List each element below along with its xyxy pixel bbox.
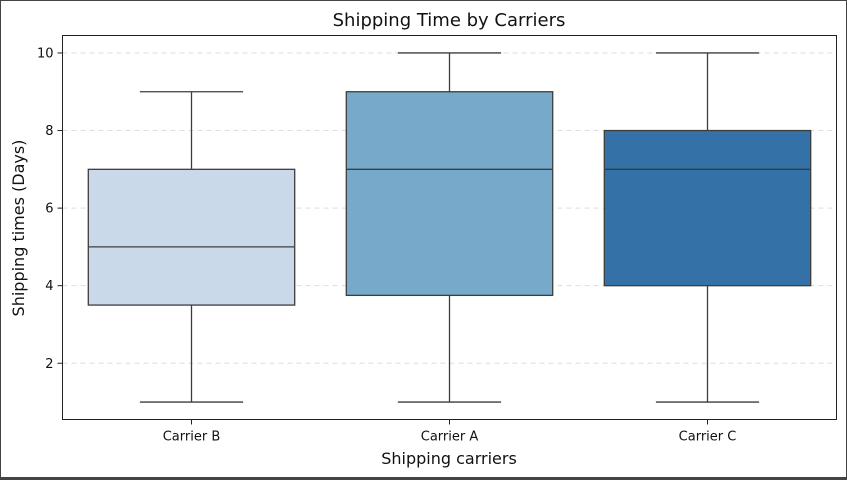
y-axis-label: Shipping times (Days) <box>9 140 28 317</box>
y-tick-label-10: 10 <box>37 46 54 61</box>
x-axis-label: Shipping carriers <box>381 449 517 468</box>
y-tick-label-6: 6 <box>45 202 53 217</box>
box-series <box>87 52 812 403</box>
x-axis: Carrier B Carrier A Carrier C <box>163 419 737 445</box>
iqr-box <box>345 91 554 297</box>
box-2 <box>603 52 812 403</box>
box-0 <box>87 91 296 403</box>
box-1 <box>345 52 554 403</box>
x-tick-label-2: Carrier C <box>679 430 737 445</box>
iqr-box <box>603 129 812 287</box>
y-tick-label-8: 8 <box>45 124 53 139</box>
x-tick-label-0: Carrier B <box>163 430 221 445</box>
y-axis: 2 4 6 8 10 <box>37 46 63 372</box>
x-tick-label-1: Carrier A <box>421 430 479 445</box>
y-tick-label-4: 4 <box>45 279 53 294</box>
chart-title: Shipping Time by Carriers <box>333 10 566 31</box>
iqr-box <box>87 168 296 306</box>
y-tick-label-2: 2 <box>45 357 53 372</box>
